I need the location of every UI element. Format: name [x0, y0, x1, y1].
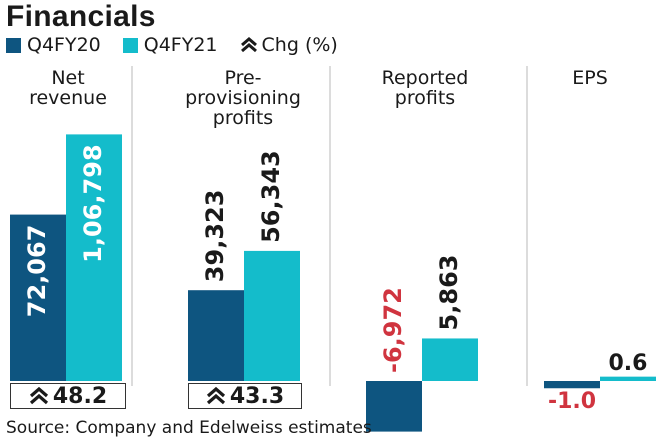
legend-item-q4fy21: Q4FY21 [122, 34, 218, 56]
legend-label-q4fy20: Q4FY20 [27, 34, 101, 56]
bar-q4fy21 [244, 250, 300, 381]
category-label-line: revenue [29, 87, 107, 109]
legend-item-q4fy20: Q4FY20 [6, 34, 101, 56]
double-chevron-up-icon [240, 37, 258, 53]
bar-q4fy20 [544, 381, 600, 389]
category-label-line: provisioning [185, 87, 301, 109]
category-label-line: profits [213, 107, 273, 129]
data-label: -6,972 [379, 287, 407, 373]
bar-q4fy20 [366, 381, 422, 432]
category-label-line: Net [51, 67, 84, 89]
category-label-line: Reported [382, 67, 469, 89]
bar-q4fy21 [600, 376, 656, 381]
legend: Q4FY20 Q4FY21 Chg (%) [6, 33, 360, 57]
legend-item-chg: Chg (%) [240, 34, 338, 56]
data-label: 56,343 [257, 150, 285, 243]
category-label: EPS [572, 67, 608, 89]
data-label: -1.0 [548, 389, 596, 414]
category-label-line: Pre- [224, 67, 261, 89]
category-label: Reported profits [382, 67, 469, 109]
data-label: 39,323 [201, 190, 229, 283]
double-chevron-up-icon [206, 387, 226, 405]
legend-swatch-q4fy21 [122, 37, 138, 53]
category-label: Pre-provisioning profits [185, 67, 301, 129]
category-label-line: profits [395, 87, 455, 109]
category-label: Net revenue [29, 67, 107, 109]
chart-title: Financials [6, 0, 156, 33]
data-label: 0.6 [609, 351, 648, 376]
bar-q4fy21 [66, 134, 122, 381]
data-label: 1,06,798 [79, 144, 107, 262]
legend-label-chg: Chg (%) [261, 34, 338, 56]
data-label: 5,863 [435, 255, 463, 331]
double-chevron-up-icon [29, 387, 49, 405]
legend-swatch-q4fy20 [6, 37, 21, 53]
change-value-net-revenue: 48.2 [52, 383, 108, 409]
change-value-pre-provisioning: 43.3 [229, 383, 285, 409]
source-note: Source: Company and Edelweiss estimates [6, 418, 372, 438]
bar-q4fy20 [188, 290, 244, 381]
change-box-pre-provisioning: 43.3 [188, 383, 302, 409]
data-label: 72,067 [23, 225, 51, 318]
change-box-net-revenue: 48.2 [10, 383, 126, 409]
legend-label-q4fy21: Q4FY21 [143, 34, 218, 56]
category-label-line: EPS [572, 67, 608, 89]
bar-q4fy20 [10, 214, 66, 381]
bar-q4fy21 [422, 338, 478, 381]
